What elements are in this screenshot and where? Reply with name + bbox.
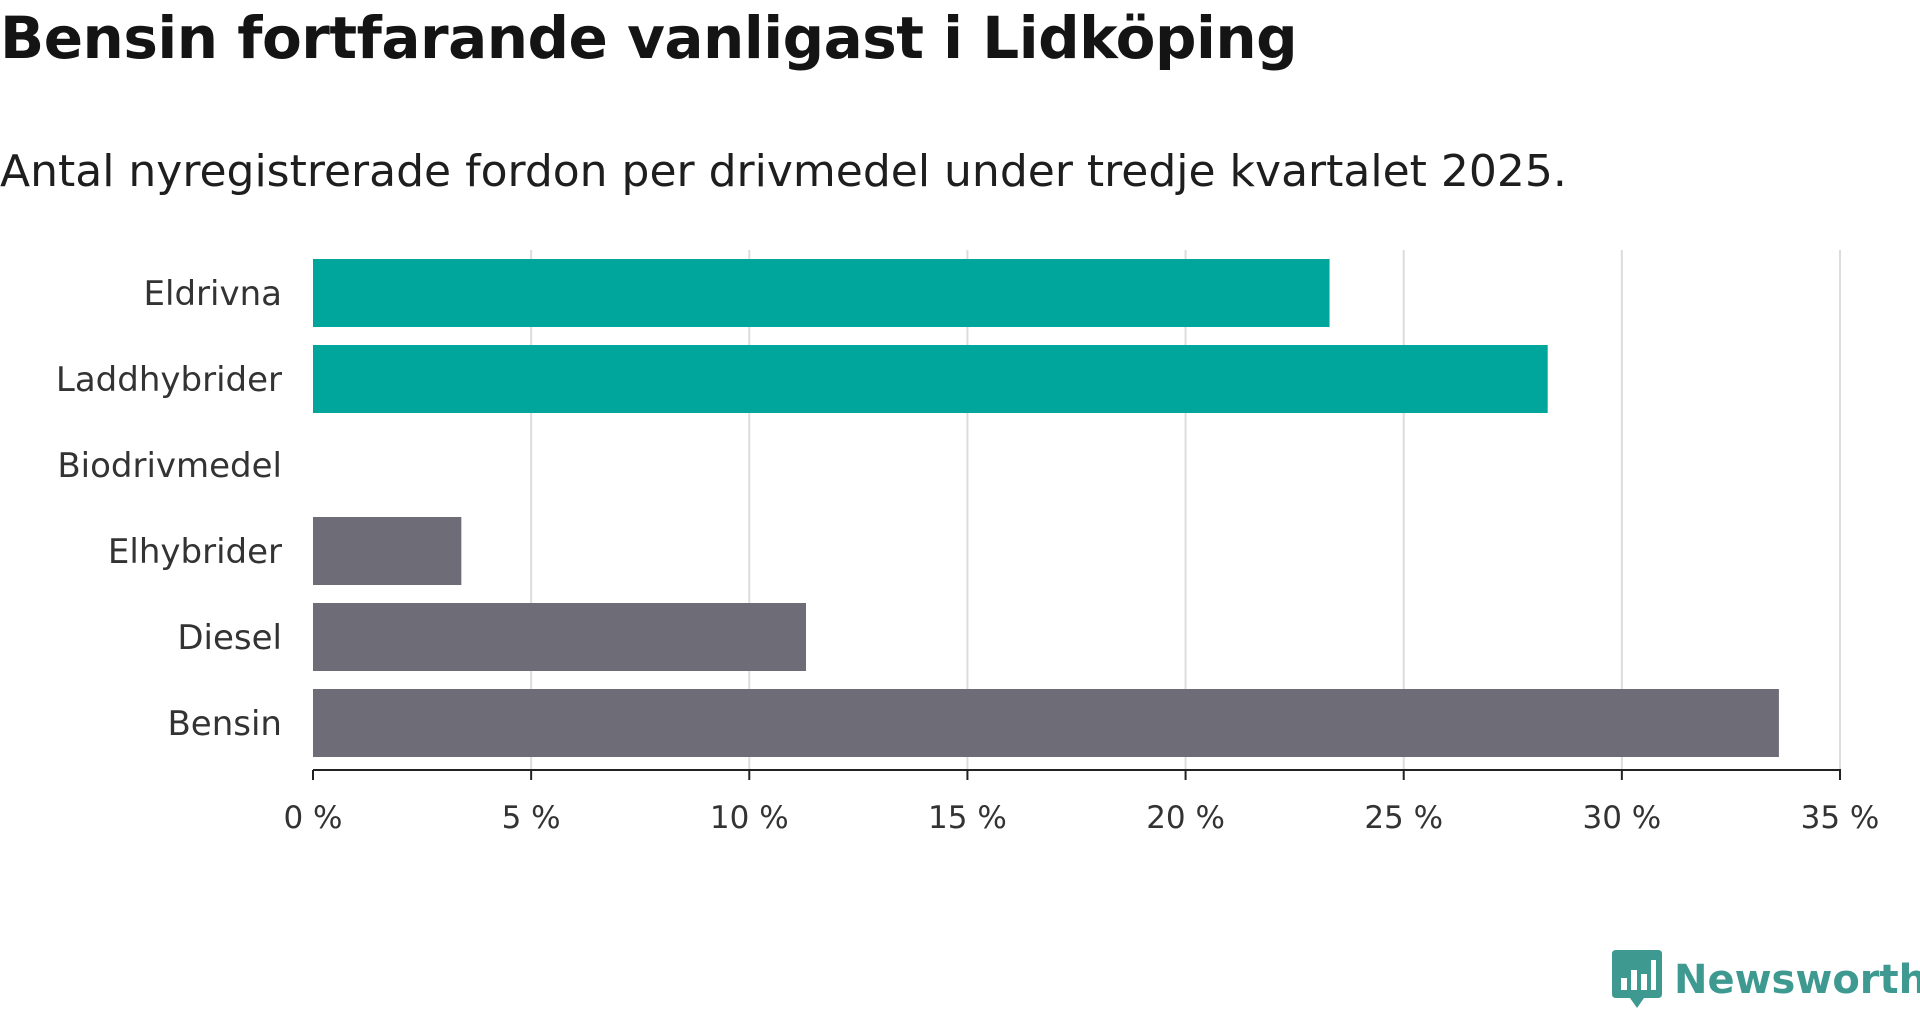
x-tick-label: 20 % xyxy=(1146,800,1225,836)
brand-logo: Newsworthy xyxy=(1612,950,1920,1010)
bar-chart: Eldrivna Laddhybrider Biodrivmedel Elhybrid… xyxy=(56,250,1879,836)
x-tick-label: 5 % xyxy=(502,800,561,836)
x-tick-label: 0 % xyxy=(283,800,342,836)
x-tick-labels: 0 % 5 % 10 % 15 % 20 % 25 % 30 % 35 % xyxy=(283,800,1879,836)
x-tick-label: 30 % xyxy=(1582,800,1661,836)
bar-bensin xyxy=(313,689,1779,757)
x-tick-label: 10 % xyxy=(710,800,789,836)
category-label: Biodrivmedel xyxy=(57,446,282,486)
bars xyxy=(313,259,1779,757)
category-label: Eldrivna xyxy=(144,274,282,314)
bar-elhybrider xyxy=(313,517,462,585)
x-tick-label: 15 % xyxy=(928,800,1007,836)
category-label: Diesel xyxy=(177,618,282,658)
chart-title: Bensin fortfarande vanligast i Lidköping xyxy=(0,4,1298,72)
gridlines xyxy=(530,250,1841,770)
category-label: Laddhybrider xyxy=(56,360,282,400)
category-label: Bensin xyxy=(167,704,282,744)
category-labels: Eldrivna Laddhybrider Biodrivmedel Elhybrid… xyxy=(56,274,282,744)
bar-eldrivna xyxy=(313,259,1330,327)
bar-laddhybrider xyxy=(313,345,1548,413)
brand-name: Newsworthy xyxy=(1674,957,1920,1003)
x-axis xyxy=(312,769,1841,780)
chart-subtitle: Antal nyregistrerade fordon per drivmede… xyxy=(0,146,1567,197)
x-tick-label: 25 % xyxy=(1364,800,1443,836)
newsworthy-logo-icon xyxy=(1612,950,1662,1008)
category-label: Elhybrider xyxy=(108,532,282,572)
bar-diesel xyxy=(313,603,807,671)
x-tick-label: 35 % xyxy=(1801,800,1880,836)
